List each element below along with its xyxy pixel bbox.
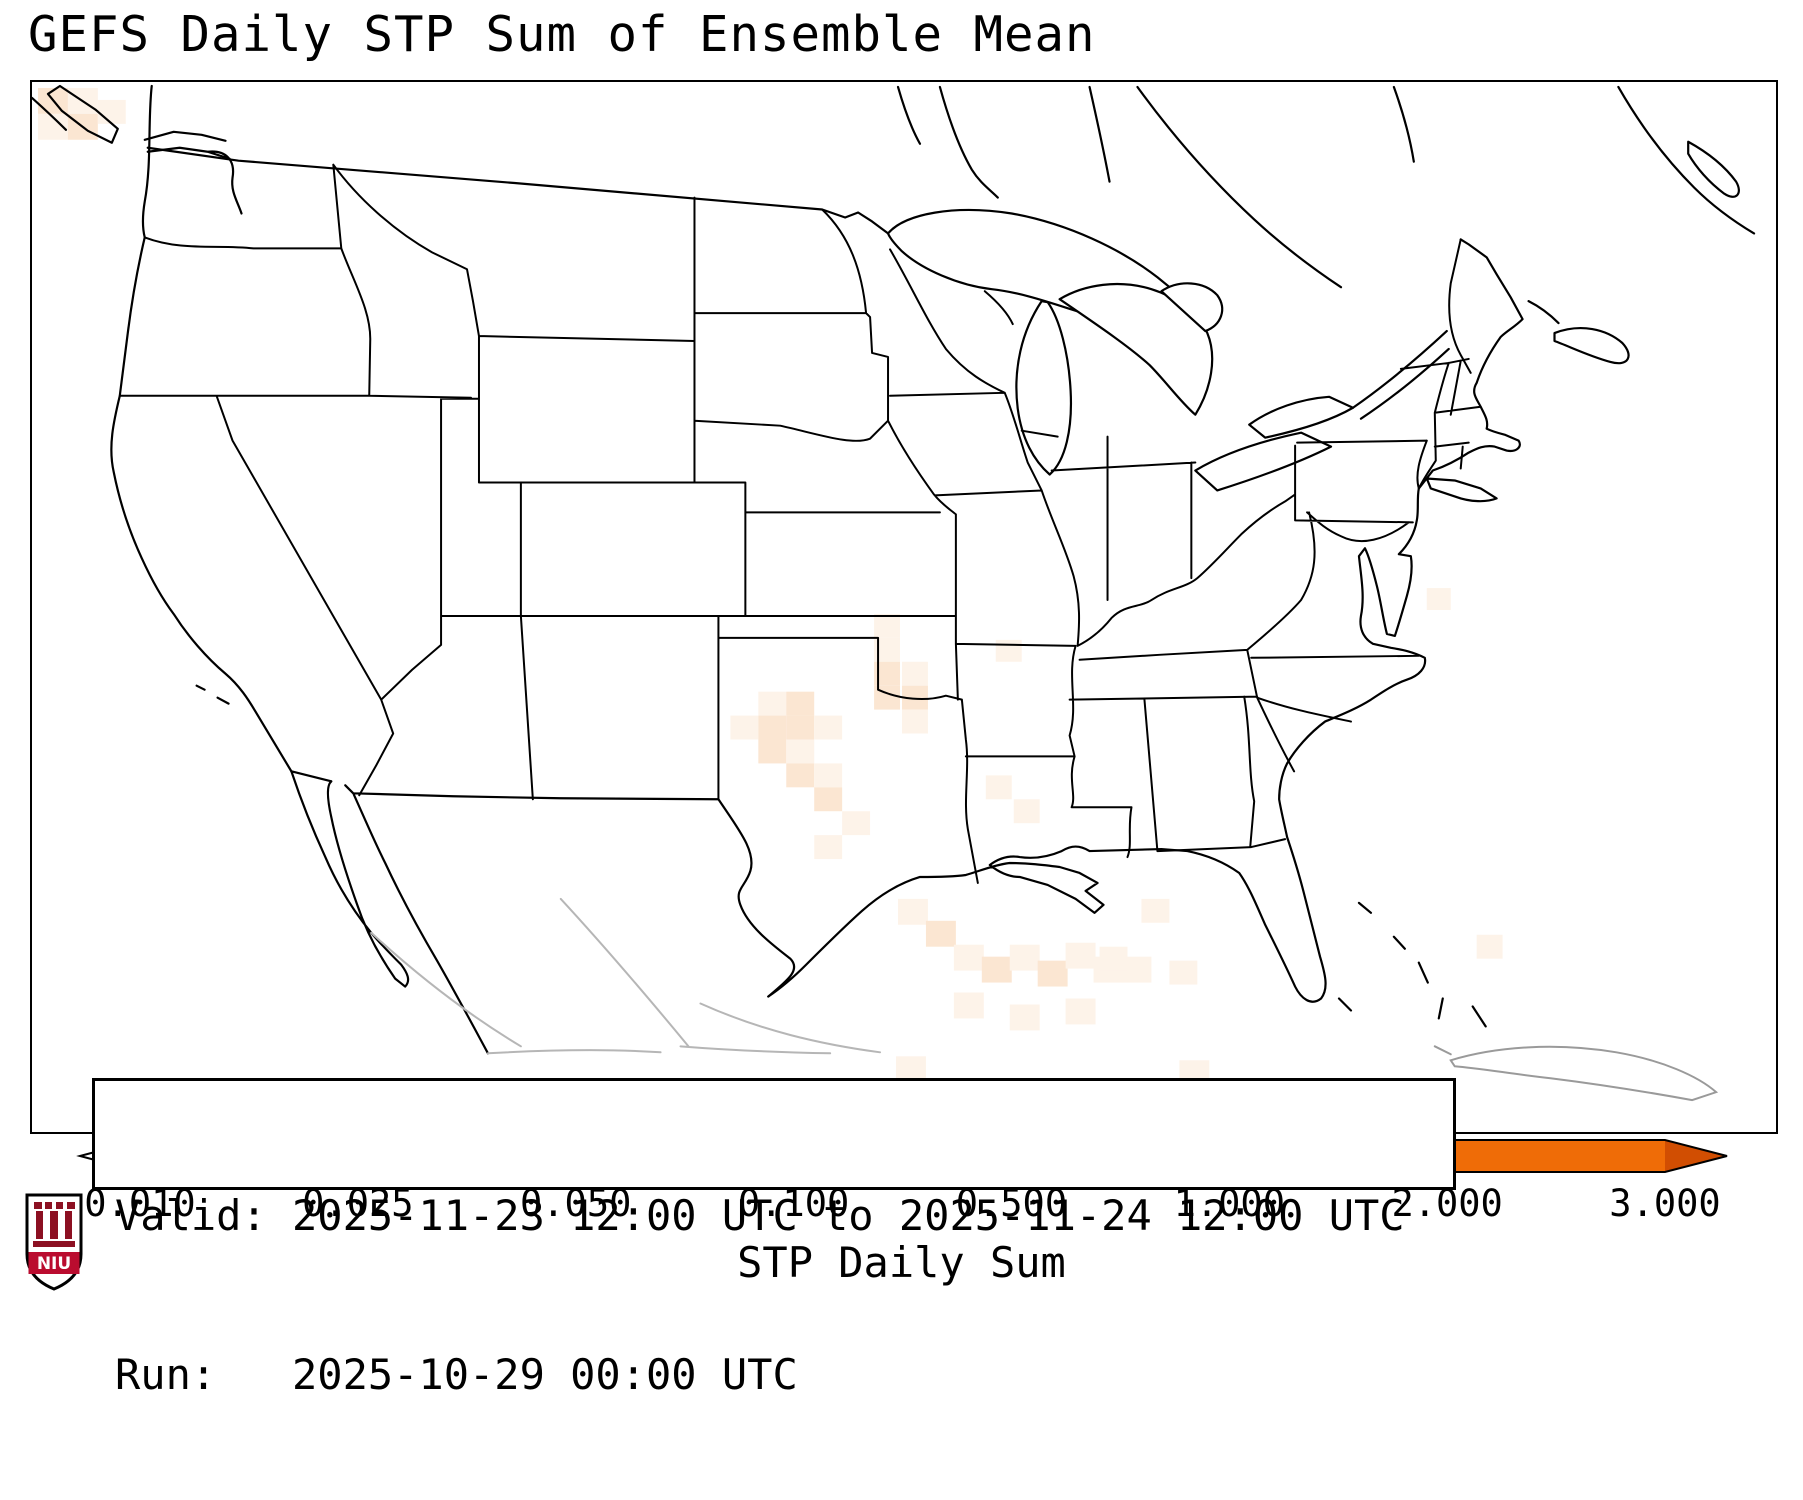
stp-shaded-cell <box>874 637 901 662</box>
stp-shaded-cell <box>758 739 787 764</box>
stp-shaded-cell <box>874 613 901 638</box>
stp-shaded-cell <box>985 775 1012 800</box>
stp-shaded-cell <box>925 920 956 947</box>
nova-scotia-newfoundland-coast <box>1527 140 1740 365</box>
stp-shaded-cell <box>786 691 815 716</box>
mexico-state-lines <box>370 897 882 1055</box>
state-border-lines <box>118 163 1482 884</box>
stp-shaded-cell <box>1476 934 1503 959</box>
stp-shaded-cell <box>1065 998 1096 1025</box>
lake-ontario <box>1248 395 1355 439</box>
stp-shaded-cell <box>898 898 928 925</box>
lake-erie <box>1194 431 1333 492</box>
stp-shaded-cell <box>758 715 787 740</box>
stp-shaded-cell <box>1013 799 1040 824</box>
long-island-outline <box>1425 477 1498 503</box>
stp-shaded-cell <box>902 661 928 686</box>
atlantic-gulf-coastline <box>767 238 1524 1003</box>
stp-shaded-cell <box>1037 960 1068 987</box>
stp-shaded-cell <box>786 715 815 740</box>
stp-shaded-cell <box>1169 960 1198 985</box>
plot-title: GEFS Daily STP Sum of Ensemble Mean <box>28 6 1096 63</box>
logo-castle-icon <box>33 1202 75 1247</box>
run-time-text: Run: 2025-10-29 00:00 UTC <box>115 1350 798 1399</box>
stp-shaded-cell <box>902 685 928 710</box>
colorbar-axis-label: STP Daily Sum <box>737 1238 1066 1287</box>
stp-shaded-cell <box>981 956 1012 983</box>
stp-shaded-cell <box>758 691 787 716</box>
stp-shaded-cell <box>1065 942 1096 969</box>
stp-shaded-cell <box>1009 944 1040 971</box>
stp-shaded-cell <box>896 1056 926 1083</box>
stp-shaded-cell <box>814 835 843 860</box>
stp-shaded-cell <box>1141 898 1170 923</box>
colorbar-segment <box>1447 1140 1666 1172</box>
stp-shaded-cell <box>902 709 928 734</box>
canada-interior-lines <box>896 85 1756 289</box>
stp-shading-layer <box>37 87 1503 1087</box>
colorbar-tick-label: 3.000 <box>1609 1182 1721 1225</box>
stp-shaded-cell <box>1099 946 1128 971</box>
stp-shaded-cell <box>953 992 984 1019</box>
canada-border-line <box>146 146 890 235</box>
cuba-coastline <box>1433 1045 1719 1102</box>
conus-map <box>32 84 1756 1102</box>
map-frame: Valid: 2025-11-23 12:00 UTC to 2025-11-2… <box>30 80 1778 1399</box>
rio-grande-border <box>717 798 796 998</box>
niu-logo: NIU <box>25 1193 83 1291</box>
logo-text: NIU <box>37 1254 71 1274</box>
lake-huron <box>1058 283 1214 416</box>
mexico-border-and-baja-coast <box>290 770 720 1055</box>
stp-shaded-cell <box>874 661 901 686</box>
lake-michigan <box>1015 300 1073 476</box>
pacific-coastline <box>110 84 293 773</box>
stp-shaded-cell <box>97 99 126 124</box>
stp-shaded-cell <box>1426 588 1451 610</box>
stp-shaded-cell <box>953 944 984 971</box>
georgian-bay <box>1160 282 1224 333</box>
stp-shaded-cell <box>730 715 759 740</box>
puget-sound-lines <box>143 130 243 215</box>
colorbar-arrow <box>1665 1140 1727 1172</box>
logo-red-band <box>28 1252 80 1274</box>
stp-shaded-cell <box>814 715 843 740</box>
valid-run-info-box: Valid: 2025-11-23 12:00 UTC to 2025-11-2… <box>92 1078 1456 1399</box>
stp-shaded-cell <box>786 763 815 788</box>
stp-shaded-cell <box>786 739 815 764</box>
stp-shaded-cell <box>1009 1004 1040 1031</box>
offshore-islands <box>195 684 1487 1028</box>
stp-shaded-cell <box>995 639 1022 662</box>
st-lawrence-river <box>1351 329 1450 420</box>
stp-shaded-cell <box>814 787 843 812</box>
stp-shaded-cell <box>842 811 871 836</box>
valid-time-text: Valid: 2025-11-23 12:00 UTC to 2025-11-2… <box>115 1191 1405 1240</box>
vancouver-island-coast <box>32 84 119 144</box>
stp-shaded-cell <box>814 763 843 788</box>
